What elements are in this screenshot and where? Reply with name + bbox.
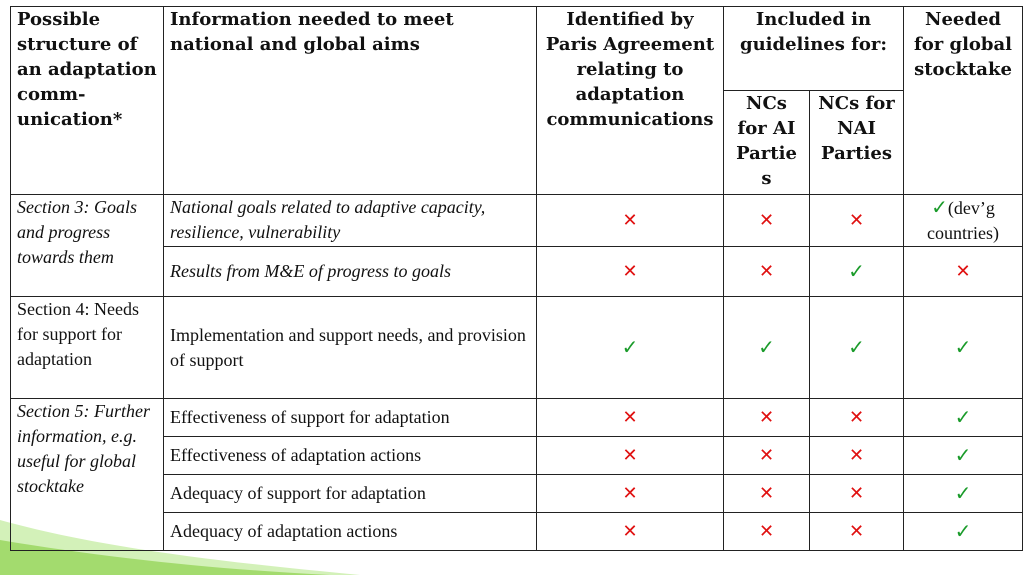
check-icon: ✓ bbox=[621, 334, 639, 359]
info-cell: Effectiveness of adaptation actions bbox=[163, 436, 537, 475]
section-4-label: Section 4: Needs for support for adaptat… bbox=[10, 296, 164, 399]
table-row: Section 4: Needs for support for adaptat… bbox=[10, 296, 1024, 399]
cross-icon: ✕ bbox=[622, 210, 638, 231]
cross-icon: ✕ bbox=[848, 521, 865, 542]
table-row: Section 5: Further information, e.g. use… bbox=[10, 398, 1024, 551]
header-structure: Possible structure of an adaptation comm… bbox=[10, 6, 164, 195]
header-ncs-nai: NCs for NAI Parties bbox=[808, 90, 905, 195]
info-cell: Adequacy of support for adaptation bbox=[163, 474, 537, 513]
header-paris-agreement: Identified by Paris Agreement relating t… bbox=[536, 6, 724, 195]
check-icon: ✓ bbox=[848, 258, 865, 283]
info-cell: Results from M&E of progress to goals bbox=[163, 246, 537, 297]
section-3-label: Section 3: Goals and progress towards th… bbox=[10, 194, 164, 297]
cross-icon: ✕ bbox=[622, 407, 638, 428]
cross-icon: ✕ bbox=[848, 483, 865, 504]
cross-icon: ✕ bbox=[848, 210, 865, 231]
check-icon: ✓ bbox=[954, 518, 972, 543]
cross-icon: ✕ bbox=[758, 521, 775, 542]
cross-icon: ✕ bbox=[758, 261, 775, 282]
table-row: Adequacy of support for adaptation ✕ ✕ ✕… bbox=[11, 474, 1024, 513]
header-information: Information needed to meet national and … bbox=[163, 6, 537, 195]
adaptation-communication-table: Possible structure of an adaptation comm… bbox=[10, 6, 1024, 551]
cross-icon: ✕ bbox=[622, 445, 638, 466]
cross-icon: ✕ bbox=[622, 261, 638, 282]
cross-icon: ✕ bbox=[848, 445, 865, 466]
table-row: Adequacy of adaptation actions ✕ ✕ ✕ ✓ bbox=[11, 512, 1024, 551]
cross-icon: ✕ bbox=[758, 210, 775, 231]
cross-icon: ✕ bbox=[622, 483, 638, 504]
cross-icon: ✕ bbox=[758, 407, 775, 428]
table-row: Section 3: Goals and progress towards th… bbox=[10, 194, 1024, 297]
table-row: Effectiveness of adaptation actions ✕ ✕ … bbox=[11, 436, 1024, 475]
info-cell: Implementation and support needs, and pr… bbox=[163, 296, 537, 399]
check-icon: ✓ bbox=[848, 334, 865, 359]
header-ncs-ai: NCs for AI Partie s bbox=[723, 90, 810, 195]
cross-icon: ✕ bbox=[955, 261, 971, 282]
table-row: Results from M&E of progress to goals ✕ … bbox=[11, 246, 1024, 297]
header-global-stocktake: Needed for global stocktake bbox=[903, 6, 1024, 195]
cross-icon: ✕ bbox=[758, 483, 775, 504]
header-included-guidelines: Included in guidelines for: bbox=[722, 6, 905, 91]
section-5-label: Section 5: Further information, e.g. use… bbox=[10, 398, 164, 551]
cross-icon: ✕ bbox=[758, 445, 775, 466]
info-cell: Adequacy of adaptation actions bbox=[163, 512, 537, 551]
check-icon: ✓ bbox=[954, 442, 972, 467]
cross-icon: ✕ bbox=[848, 407, 865, 428]
check-icon: ✓ bbox=[954, 480, 972, 505]
developing-countries-note: (dev’g countries) bbox=[927, 198, 999, 243]
green-swoosh-decoration bbox=[0, 520, 360, 575]
check-icon: ✓ bbox=[758, 334, 775, 359]
check-icon: ✓ bbox=[931, 195, 948, 220]
info-cell: Effectiveness of support for adaptation bbox=[163, 398, 537, 437]
check-icon: ✓ bbox=[954, 404, 972, 429]
check-icon: ✓ bbox=[954, 334, 972, 359]
info-cell: National goals related to adaptive capac… bbox=[163, 194, 537, 247]
header-row: Possible structure of an adaptation comm… bbox=[10, 6, 1024, 195]
cross-icon: ✕ bbox=[622, 521, 638, 542]
